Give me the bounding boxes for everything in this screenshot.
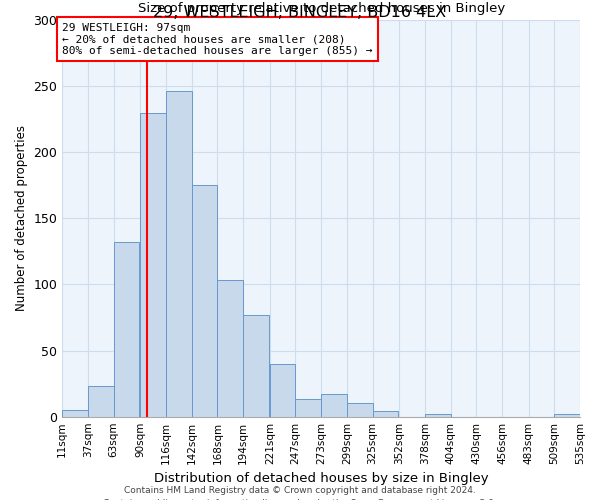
Bar <box>140 112 166 416</box>
Bar <box>270 364 295 416</box>
Bar <box>425 414 451 416</box>
Text: Contains HM Land Registry data © Crown copyright and database right 2024.: Contains HM Land Registry data © Crown c… <box>124 486 476 495</box>
Bar <box>295 400 321 416</box>
Text: Contains public sector information licensed under the Open Government Licence v3: Contains public sector information licen… <box>103 498 497 500</box>
X-axis label: Distribution of detached houses by size in Bingley: Distribution of detached houses by size … <box>154 472 488 485</box>
Bar <box>347 404 373 416</box>
Bar <box>373 412 398 416</box>
Bar <box>554 414 580 416</box>
Text: 29 WESTLEIGH: 97sqm
← 20% of detached houses are smaller (208)
80% of semi-detac: 29 WESTLEIGH: 97sqm ← 20% of detached ho… <box>62 22 373 56</box>
Bar <box>321 394 347 416</box>
Bar <box>243 315 269 416</box>
Bar <box>88 386 113 416</box>
Bar <box>62 410 88 416</box>
Bar <box>217 280 243 416</box>
Bar <box>113 242 139 416</box>
Y-axis label: Number of detached properties: Number of detached properties <box>15 126 28 312</box>
Bar <box>192 186 217 416</box>
Bar <box>166 92 192 416</box>
Text: 29, WESTLEIGH, BINGLEY, BD16 4LX: 29, WESTLEIGH, BINGLEY, BD16 4LX <box>154 5 446 20</box>
Title: Size of property relative to detached houses in Bingley: Size of property relative to detached ho… <box>137 2 505 15</box>
